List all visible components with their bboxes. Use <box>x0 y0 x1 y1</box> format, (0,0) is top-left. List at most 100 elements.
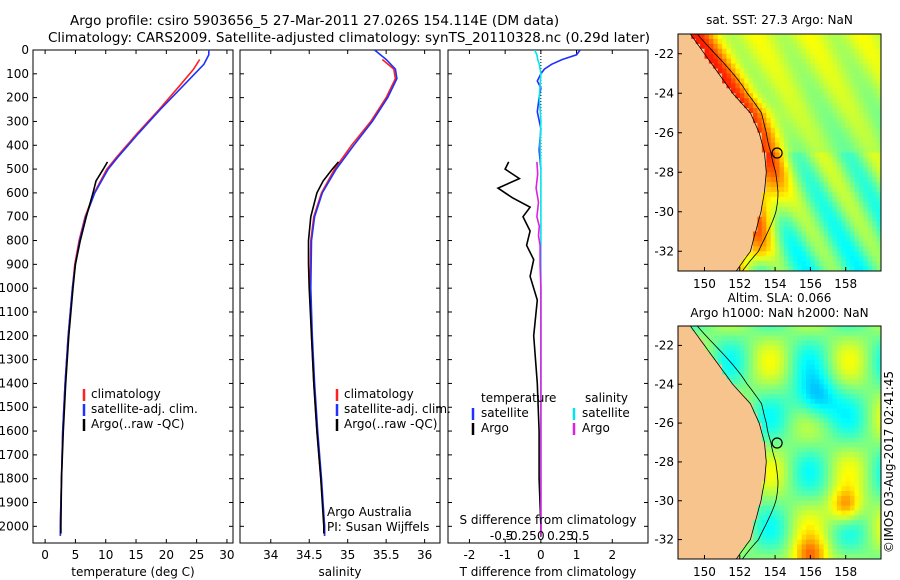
sla-map-cell <box>704 413 710 419</box>
sla-map-cell <box>810 398 816 405</box>
sst-map-cell <box>735 122 741 129</box>
sla-map-cell <box>708 529 714 536</box>
sla-map-cell <box>797 330 803 337</box>
sla-map-cell <box>686 452 692 458</box>
sst-map-cell <box>713 157 719 163</box>
sst-map-cell <box>819 127 825 134</box>
sla-map-cell <box>858 369 864 376</box>
sst-map-cell <box>779 108 785 114</box>
sla-map-cell <box>788 549 794 555</box>
temperature-x-tick-label: 15 <box>128 548 143 562</box>
sst-map-cell <box>761 172 767 178</box>
sst-map-cell <box>744 78 750 84</box>
sla-map-cell <box>863 340 869 347</box>
sla-map-cell <box>845 369 851 376</box>
sst-map-cell <box>867 236 873 242</box>
sst-map-cell <box>850 216 856 223</box>
sst-map-cell <box>876 142 881 149</box>
sla-map-cell <box>836 466 842 473</box>
sla-map-cell <box>691 394 697 400</box>
sst-map-cell <box>814 226 820 233</box>
sla-map-cell <box>739 466 745 473</box>
sla-map-cell <box>863 330 869 337</box>
sst-map-cell <box>819 78 825 84</box>
sla-map-cell <box>717 457 723 463</box>
sst-map-cell <box>832 127 838 134</box>
sst-map-cell <box>757 43 763 50</box>
sla-map-cell <box>779 389 785 395</box>
sla-map-cell <box>806 350 811 356</box>
sst-map-cell <box>828 34 833 40</box>
depth-tick-label: 1300 <box>0 353 29 367</box>
sla-map-cell <box>757 364 763 371</box>
sla-map-cell <box>828 432 833 439</box>
sst-map-cell <box>814 256 820 262</box>
sla-map-cell <box>788 413 794 419</box>
sla-map-cell <box>686 355 692 361</box>
sst-map-cell <box>700 177 706 183</box>
sst-map-cell <box>748 103 754 109</box>
sst-map-cell <box>735 157 741 163</box>
sla-map-cell <box>713 345 719 351</box>
sla-map-cell <box>810 481 816 487</box>
sst-map-cell <box>792 68 798 75</box>
sla-map-cell <box>854 461 860 468</box>
sla-map-cell <box>744 335 750 342</box>
sla-map-cell <box>695 481 701 487</box>
sla-map-cell <box>757 452 763 458</box>
sla-map-cell <box>801 554 807 559</box>
sst-map-cell <box>801 196 807 203</box>
sla-map-cell <box>836 369 842 376</box>
sla-map-cell <box>788 408 794 414</box>
sla-map-cell <box>797 394 803 400</box>
sla-map-cell <box>797 515 803 521</box>
sla-map-cell <box>850 534 856 541</box>
sst-map-cell <box>828 98 833 104</box>
sst-map-cell <box>691 83 697 89</box>
sla-map-cell <box>788 398 794 405</box>
sla-map-cell <box>797 340 803 347</box>
sst-map-cell <box>845 58 851 65</box>
sla-map-cell <box>836 476 842 482</box>
sst-map-cell <box>797 38 803 45</box>
sst-map-cell <box>872 236 878 242</box>
sst-map-cell <box>726 196 732 203</box>
sst-map-cell <box>753 226 758 233</box>
sst-map-cell <box>713 132 719 139</box>
sla-map-cell <box>819 461 825 468</box>
sst-map-cell <box>814 196 820 203</box>
sst-map-cell <box>876 108 881 114</box>
sla-map-cell <box>867 384 873 390</box>
sla-map-cell <box>867 539 873 546</box>
sla-map-cell <box>819 447 825 453</box>
sst-map-cell <box>832 157 838 163</box>
sst-map-cell <box>753 241 758 247</box>
sst-map-cell <box>717 147 723 154</box>
sst-map-cell <box>744 108 750 114</box>
sst-map-cell <box>757 256 763 262</box>
sst-map-cell <box>863 226 869 233</box>
sla-map-cell <box>872 360 878 366</box>
sst-map-cell <box>761 132 767 139</box>
sst-map-cell <box>713 88 719 94</box>
sla-map-cell <box>691 335 697 342</box>
sst-map-cell <box>792 211 798 218</box>
sla-map-cell <box>686 495 692 502</box>
sla-map-cell <box>841 369 847 376</box>
sst-map-cell <box>761 206 767 213</box>
sla-map-cell <box>766 394 772 400</box>
sst-map-cell <box>779 246 785 252</box>
sla-map-cell <box>850 515 856 521</box>
sst-map-cell <box>682 251 688 257</box>
sst-map-cell <box>739 73 745 79</box>
sla-map-cell <box>731 350 736 356</box>
sst-map-cell <box>753 266 758 271</box>
sst-map-profile-marker <box>771 147 783 159</box>
sla-map-cell <box>708 369 714 376</box>
sst-map-cell <box>863 53 869 60</box>
sla-map-cell <box>700 360 706 366</box>
salinity-axes-frame <box>239 49 441 544</box>
sst-map-cell <box>806 221 811 228</box>
sla-map-cell <box>770 481 776 487</box>
sla-map-cell <box>806 364 811 371</box>
